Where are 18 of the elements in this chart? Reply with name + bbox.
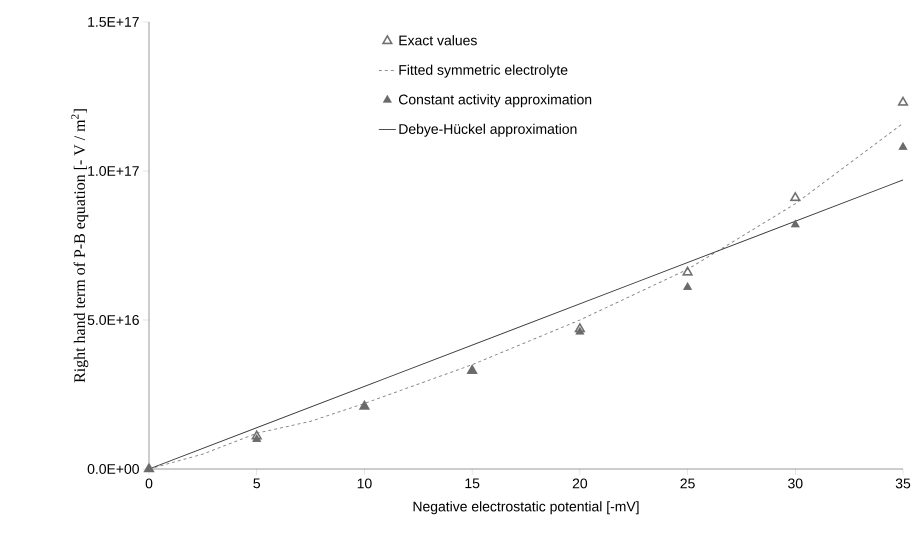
y-axis-title: Right hand term of P-B equation [- V / m$^{2}$] <box>71 109 88 382</box>
x-tick-label: 0 <box>146 478 152 488</box>
x-tick-label: 10 <box>358 478 372 488</box>
legend-label: Constant activity approximation <box>398 94 592 108</box>
legend-label: Debye-Hückel approximation <box>399 124 576 137</box>
x-tick-label: 15 <box>465 478 480 488</box>
y-tick-label: 1.5E+17 <box>88 17 139 27</box>
x-tick-label: 5 <box>253 478 260 488</box>
y-tick-label: 0.0E+00 <box>88 464 139 474</box>
x-axis-title: Negative electrostatic potential [-mV] <box>414 501 639 514</box>
y-tick-label: 5.0E+16 <box>88 315 139 325</box>
legend-label: Exact values <box>399 35 477 46</box>
x-tick-label: 30 <box>788 478 803 488</box>
y-tick-label: 1.0E+17 <box>88 166 139 176</box>
x-tick-label: 35 <box>896 478 910 488</box>
x-tick-label: 20 <box>572 478 588 488</box>
legend-label: Fitted symmetric electrolyte <box>399 64 568 78</box>
x-tick-label: 25 <box>680 478 695 488</box>
